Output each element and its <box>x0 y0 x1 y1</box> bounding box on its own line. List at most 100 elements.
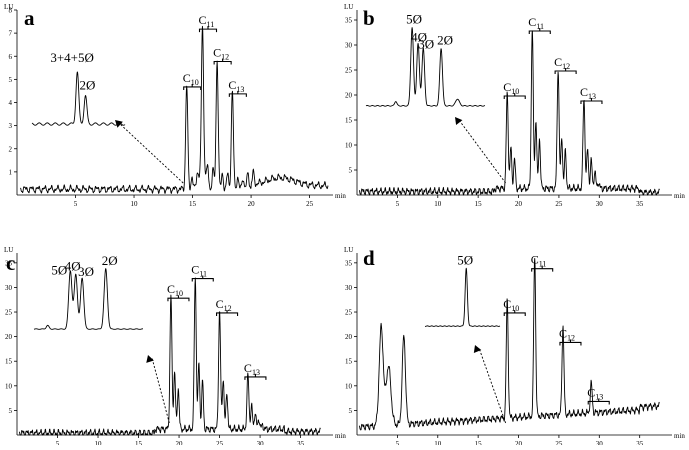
peak-label: C13 <box>580 85 596 101</box>
inset-trace <box>365 27 486 107</box>
x-tick-label: 20 <box>176 440 184 445</box>
peak-label: C12 <box>554 55 570 71</box>
peak-brace <box>216 309 239 316</box>
y-tick-label: 20 <box>5 333 13 341</box>
isomer-label: 2Ø <box>102 253 118 268</box>
isomer-label: 4Ø <box>411 30 427 45</box>
y-tick-label: 10 <box>5 382 13 390</box>
arrow-head <box>455 117 463 125</box>
peak-label: C12 <box>216 297 232 313</box>
chromatogram-trace <box>358 30 660 196</box>
peak-label: C13 <box>228 78 244 94</box>
x-tick-label: 15 <box>189 200 197 208</box>
x-tick-label: 5 <box>396 440 400 445</box>
peak-brace <box>198 26 218 33</box>
peak-label: C11 <box>528 15 544 31</box>
arrow-head <box>146 355 154 363</box>
x-tick-label: 15 <box>475 200 483 208</box>
y-tick-label: 4 <box>9 99 13 107</box>
peak-brace <box>580 98 603 104</box>
peak-label: C11 <box>199 13 215 29</box>
panel-b: LU min 5 10 15 20 25 30 35 5 10 15 20 25 30 35 b C10 C11 C1… <box>344 3 685 208</box>
peak-brace <box>228 90 247 97</box>
inset-trace <box>31 71 126 126</box>
y-tick-label: 8 <box>9 7 13 15</box>
peak-label: C11 <box>531 253 547 269</box>
peak-brace <box>244 373 267 380</box>
chromatogram-trace <box>20 25 329 194</box>
y-tick-label: 30 <box>5 284 13 292</box>
x-tick-label: 10 <box>131 200 139 208</box>
peak-brace <box>559 339 582 346</box>
y-tick-label: 15 <box>345 358 353 366</box>
peak-brace <box>503 309 526 316</box>
y-tick-label: 35 <box>345 259 353 267</box>
panel-a: LU min 5 10 15 20 25 1 2 3 4 5 6 7 8 a C10 C11 C12 C13 3+4+5… <box>4 3 346 208</box>
isomer-label: 3Ø <box>418 36 434 51</box>
y-tick-label: 10 <box>345 382 353 390</box>
y-tick-label: 6 <box>9 53 13 61</box>
y-tick-label: 7 <box>9 30 13 38</box>
isomer-label: 2Ø <box>79 78 95 93</box>
inset-arrow <box>151 357 170 424</box>
peak-brace <box>587 398 610 405</box>
y-tick-label: 3 <box>9 122 13 130</box>
peak-label: C12 <box>559 326 575 342</box>
x-unit-label: min <box>674 432 685 440</box>
y-tick-label: 35 <box>5 259 13 267</box>
isomer-label: 5Ø <box>406 12 422 27</box>
x-tick-label: 30 <box>596 440 604 445</box>
x-unit-label: min <box>335 432 346 440</box>
inset-arrow <box>478 347 507 424</box>
inset-arrow <box>118 122 184 184</box>
y-tick-label: 20 <box>345 92 353 100</box>
peak-label: C11 <box>191 263 207 279</box>
x-tick-label: 10 <box>434 440 442 445</box>
y-tick-label: 25 <box>345 309 353 317</box>
y-tick-label: 15 <box>5 358 13 366</box>
inset-arrow <box>458 119 506 184</box>
y-unit-label: LU <box>4 3 13 11</box>
chromatogram-trace <box>18 277 321 436</box>
peak-label: C13 <box>587 385 603 401</box>
y-tick-label: 30 <box>345 42 353 50</box>
chromatogram-trace <box>358 258 660 431</box>
x-tick-label: 30 <box>596 200 604 208</box>
peak-label: C10 <box>503 297 519 313</box>
x-tick-label: 25 <box>555 200 563 208</box>
y-tick-label: 10 <box>345 142 353 150</box>
peak-label: C12 <box>213 46 229 62</box>
y-tick-label: 15 <box>345 117 353 125</box>
isomer-label: 3+4+5Ø <box>50 50 94 65</box>
y-tick-label: 35 <box>345 17 353 25</box>
peak-brace <box>531 265 554 272</box>
isomer-label: 4Ø <box>65 258 81 273</box>
panel-label: b <box>363 6 375 30</box>
isomer-label: 5Ø <box>457 253 473 268</box>
peak-brace <box>528 28 551 34</box>
x-tick-label: 25 <box>555 440 563 445</box>
peak-label: C10 <box>503 80 519 96</box>
x-tick-label: 35 <box>636 440 644 445</box>
arrow-head <box>115 120 123 128</box>
y-tick-label: 25 <box>5 309 13 317</box>
y-tick-label: 5 <box>349 167 353 175</box>
y-tick-label: 2 <box>9 145 13 153</box>
x-tick-label: 30 <box>257 440 265 445</box>
inset-trace <box>33 268 144 330</box>
x-tick-label: 35 <box>297 440 305 445</box>
peak-label: C13 <box>244 361 260 377</box>
y-tick-label: 1 <box>9 168 13 176</box>
peak-brace <box>213 58 232 65</box>
x-tick-label: 20 <box>515 200 523 208</box>
x-tick-label: 15 <box>475 440 483 445</box>
x-tick-label: 20 <box>248 200 256 208</box>
y-unit-label: LU <box>344 3 353 11</box>
x-tick-label: 5 <box>56 440 60 445</box>
isomer-label: 5Ø <box>51 263 67 278</box>
x-tick-label: 5 <box>74 200 78 208</box>
x-tick-label: 25 <box>216 440 224 445</box>
x-tick-label: 10 <box>95 440 103 445</box>
x-tick-label: 20 <box>515 440 523 445</box>
